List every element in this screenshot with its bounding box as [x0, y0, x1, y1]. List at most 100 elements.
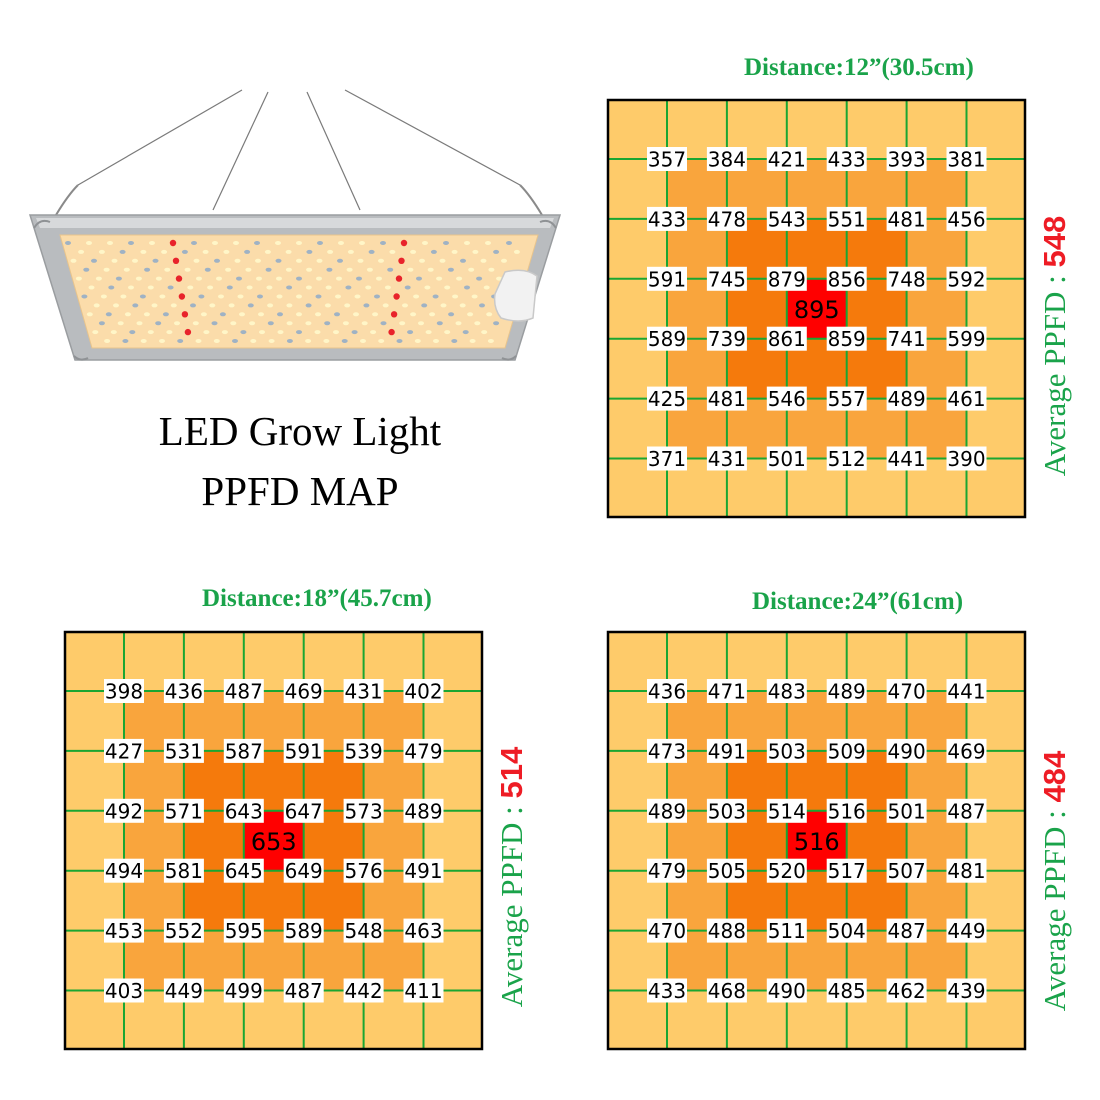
- led-diode: [174, 321, 180, 326]
- led-diode: [140, 249, 147, 254]
- led-diode: [399, 321, 406, 326]
- led-diode: [407, 330, 414, 335]
- average-ppfd-12in: Average PPFD : 548: [1035, 176, 1075, 516]
- ppfd-value: 456: [947, 207, 985, 231]
- led-diode: [467, 312, 474, 317]
- value-label-bg: [826, 446, 867, 471]
- distance-label-18in: Distance:18”(45.7cm): [202, 585, 432, 612]
- ppfd-value: 879: [768, 267, 806, 291]
- led-diode: [422, 241, 428, 245]
- ppfd-value: 421: [768, 148, 806, 172]
- value-label-bg: [223, 738, 264, 763]
- led-diode: [93, 303, 100, 308]
- ppfd-map-18in: 398 436 487 469 431 402 427 531 587 591 539 479 492 5…: [63, 630, 484, 1051]
- led-diode: [95, 276, 102, 281]
- value-label-bg: [946, 446, 987, 471]
- hanging-wires: [77, 89, 521, 211]
- ppfd-value: 517: [828, 859, 866, 883]
- led-diode: [218, 294, 224, 299]
- led-diode: [452, 294, 459, 299]
- value-label-bg: [886, 326, 927, 351]
- ppfd-value: 504: [828, 919, 866, 943]
- led-diode: [92, 330, 99, 335]
- led-diode: [285, 267, 292, 272]
- ppfd-center-value: 653: [251, 828, 297, 856]
- led-diode: [456, 276, 463, 281]
- led-diode: [368, 249, 375, 254]
- led-diode: [193, 258, 200, 263]
- led-diode: [259, 330, 265, 335]
- value-label-bg: [403, 679, 444, 703]
- ppfd-value: 859: [828, 327, 866, 351]
- ppfd-value: 469: [285, 680, 323, 704]
- led-diode: [258, 312, 264, 317]
- value-label-bg: [223, 798, 264, 823]
- value-label-bg: [104, 918, 144, 943]
- led-diode: [389, 249, 396, 254]
- led-diodes: [65, 239, 520, 343]
- led-diode: [132, 258, 138, 263]
- led-diode: [436, 276, 443, 281]
- led-diode: [184, 267, 191, 272]
- led-diode: [468, 267, 475, 272]
- led-diode: [268, 339, 275, 343]
- led-diode: [419, 258, 425, 263]
- led-diode: [144, 267, 151, 272]
- led-diode: [103, 267, 110, 272]
- value-label-bg: [403, 858, 444, 883]
- ppfd-value: 552: [165, 919, 203, 943]
- value-label-bg: [946, 918, 987, 943]
- led-diode: [356, 276, 362, 281]
- value-label-bg: [826, 147, 867, 171]
- ppfd-value: 471: [708, 680, 746, 704]
- led-diode: [335, 294, 341, 299]
- led-diode: [436, 321, 443, 326]
- led-diode: [159, 294, 166, 299]
- ppfd-value: 436: [648, 680, 686, 704]
- value-label-bg: [826, 679, 867, 703]
- led-diode: [162, 312, 169, 317]
- ppfd-value: 398: [105, 680, 143, 704]
- ppfd-value: 357: [648, 148, 686, 172]
- value-label-bg: [946, 386, 987, 411]
- led-diode: [469, 339, 476, 343]
- led-diode: [167, 285, 174, 290]
- led-diode: [216, 276, 222, 281]
- led-diode: [255, 258, 261, 263]
- led-diode: [306, 267, 313, 272]
- ppfd-value: 511: [768, 919, 806, 943]
- led-diode: [155, 321, 162, 326]
- led-diode: [86, 241, 92, 245]
- led-diode: [232, 339, 238, 343]
- led-diode: [149, 241, 155, 245]
- led-diode: [451, 249, 458, 254]
- led-diode: [366, 267, 373, 272]
- value-label-bg: [766, 386, 807, 411]
- value-label-bg: [826, 918, 867, 943]
- value-label-bg: [163, 679, 204, 703]
- led-diode: [424, 285, 431, 290]
- average-ppfd-label: Average PPFD :: [1037, 802, 1072, 1012]
- ppfd-value: 489: [888, 387, 926, 411]
- led-diode: [483, 285, 490, 290]
- led-diode: [378, 258, 384, 263]
- value-label-bg: [886, 147, 927, 171]
- ppfd-value: 491: [708, 739, 746, 763]
- led-diode: [393, 293, 400, 300]
- led-diode: [104, 339, 111, 343]
- led-diode: [324, 303, 331, 308]
- led-diode: [247, 303, 254, 308]
- led-diode: [496, 276, 503, 281]
- led-diode: [493, 249, 500, 254]
- led-diode: [323, 339, 330, 343]
- value-label-bg: [647, 738, 687, 763]
- led-diode: [267, 303, 274, 308]
- led-diode: [267, 321, 274, 326]
- led-diode: [418, 321, 424, 326]
- led-diode: [325, 285, 332, 290]
- ppfd-value: 431: [345, 680, 383, 704]
- value-label-bg: [343, 679, 384, 703]
- led-diode: [152, 258, 159, 263]
- led-diode: [70, 258, 77, 263]
- value-label-bg: [647, 206, 687, 231]
